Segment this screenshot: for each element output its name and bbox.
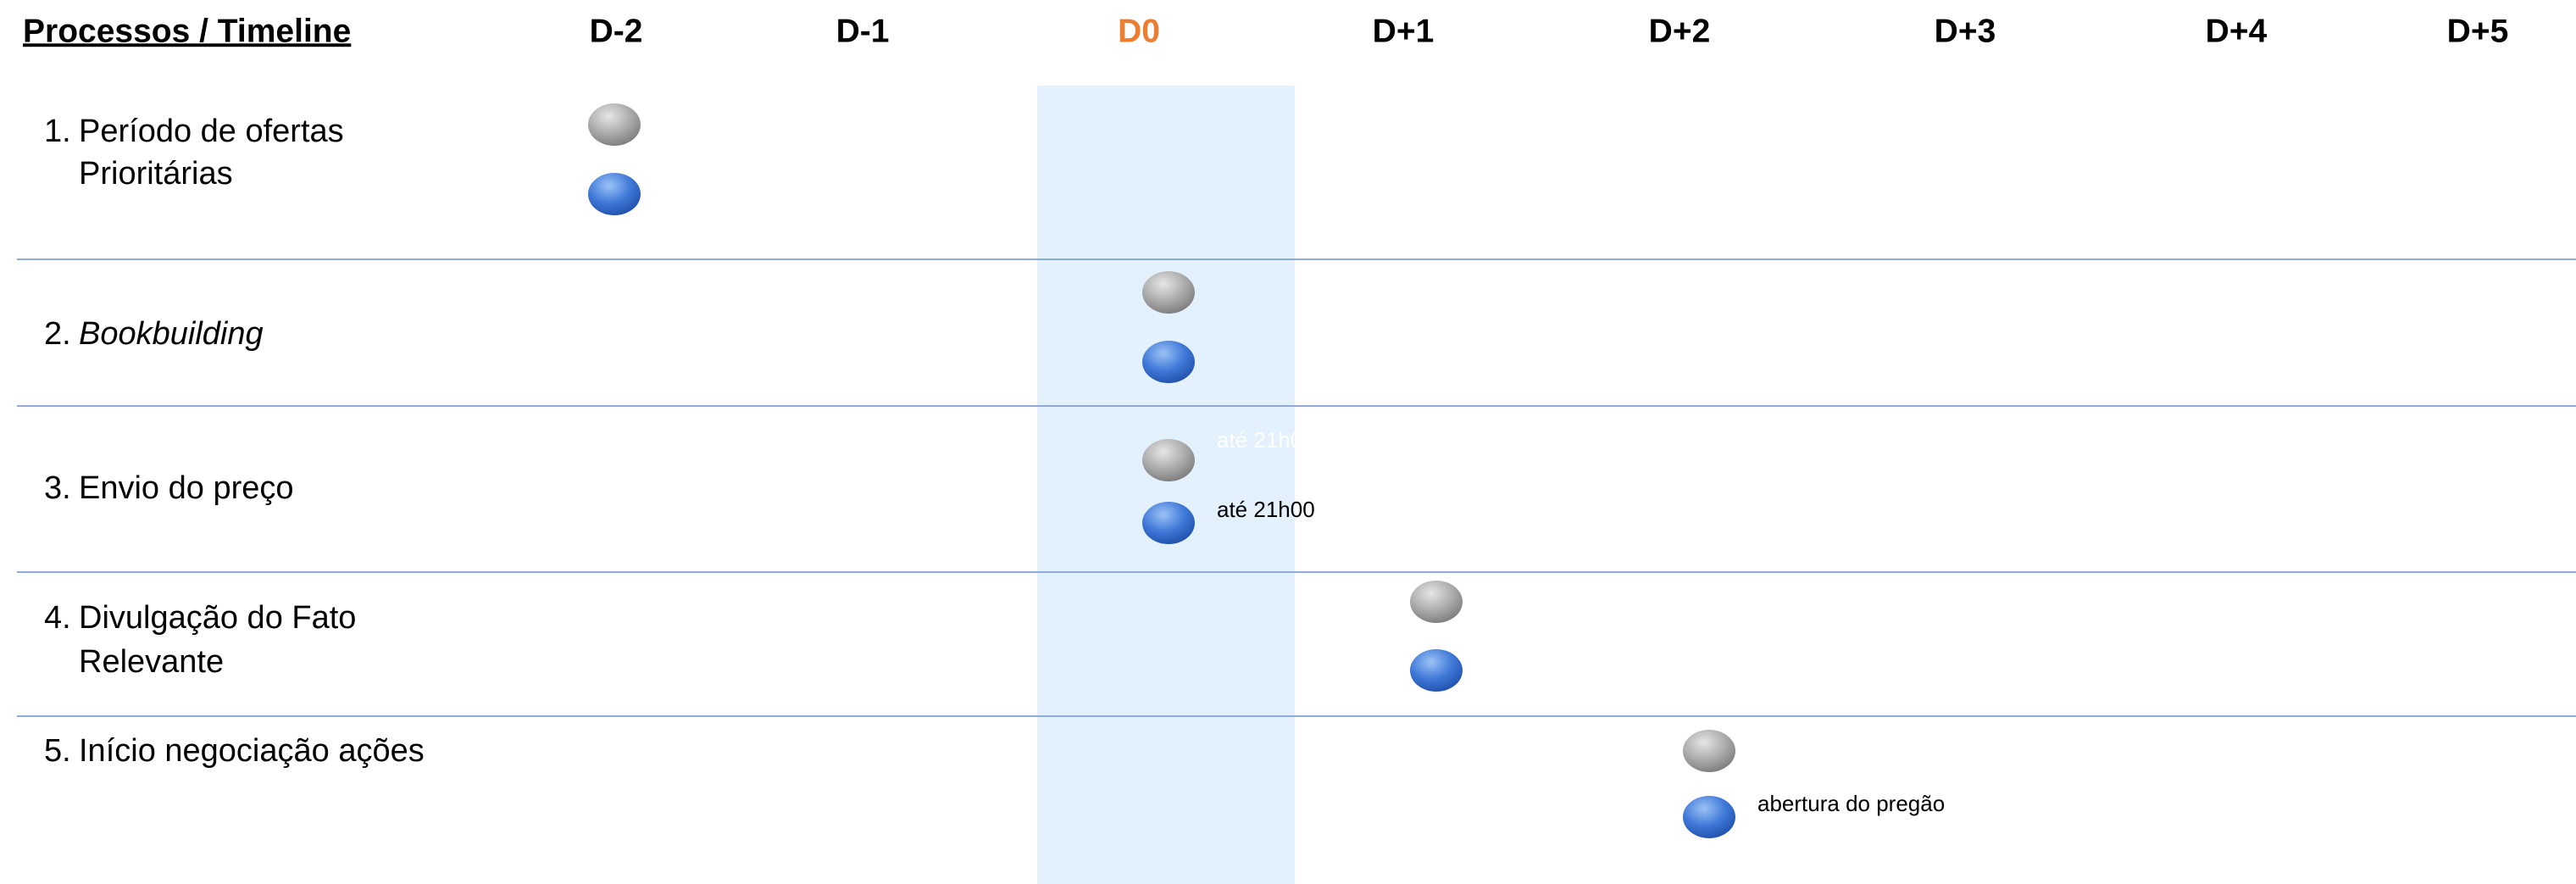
separators <box>17 259 2576 717</box>
row-label: Divulgação do Fato <box>79 600 356 636</box>
gray-dot <box>1683 730 1735 772</box>
row-label: Relevante <box>79 644 224 680</box>
column-header: D+4 <box>2206 13 2268 49</box>
row-number: 5. <box>44 733 71 769</box>
row-number: 2. <box>44 316 71 352</box>
column-header: D+5 <box>2447 13 2509 49</box>
row-number: 3. <box>44 470 71 506</box>
row-label: Período de ofertas <box>79 114 344 149</box>
note: até 21h00 <box>1217 497 1315 522</box>
blue-dot <box>588 173 641 215</box>
row-label: Envio do preço <box>79 470 294 506</box>
row-number: 1. <box>44 114 71 149</box>
note: até 21h00 <box>1217 427 1315 453</box>
blue-dot <box>1410 649 1463 692</box>
header-title: Processos / Timeline <box>23 13 351 49</box>
column-header: D-2 <box>590 13 643 49</box>
gray-dot <box>1142 271 1195 314</box>
row-number: 4. <box>44 600 71 636</box>
column-header: D0 <box>1118 13 1160 49</box>
gray-dot <box>1410 581 1463 623</box>
gray-dot <box>1142 439 1195 481</box>
gray-dot <box>588 103 641 146</box>
blue-dot <box>1683 796 1735 838</box>
blue-dot <box>1142 341 1195 383</box>
row-label: Prioritárias <box>79 156 233 192</box>
highlight-band <box>1037 86 1295 884</box>
column-header: D+1 <box>1373 13 1435 49</box>
blue-dot <box>1142 502 1195 544</box>
column-header: D+3 <box>1935 13 1996 49</box>
row-label: Bookbuilding <box>79 316 264 352</box>
note: abertura do pregão <box>1757 791 1945 816</box>
row-label: Início negociação ações <box>79 733 425 769</box>
column-header: D+2 <box>1649 13 1711 49</box>
column-header: D-1 <box>836 13 890 49</box>
